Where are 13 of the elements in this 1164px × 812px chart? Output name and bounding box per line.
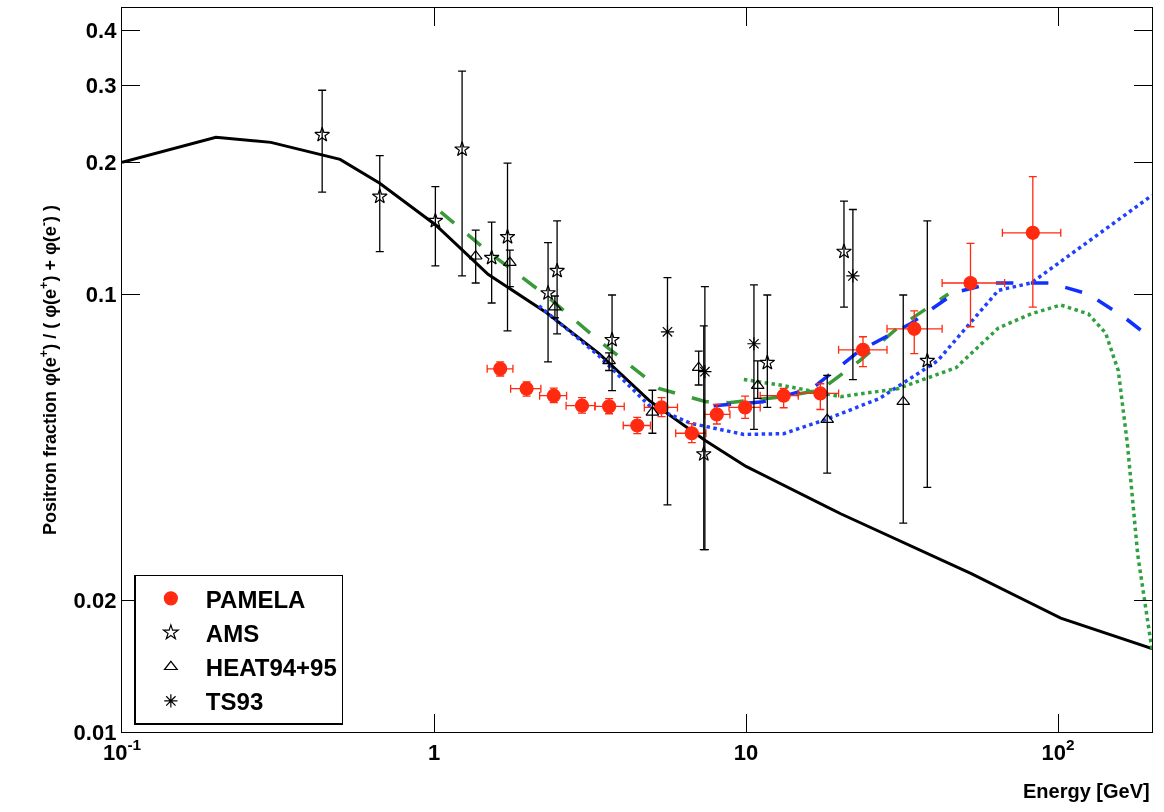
legend-label: TS93 <box>205 688 264 716</box>
y-tick-label: 0.2 <box>85 149 117 175</box>
y-tick-label: 0.1 <box>85 281 117 307</box>
legend-label: AMS <box>205 619 260 647</box>
legend-label: HEAT94+95 <box>205 654 337 682</box>
x-tick-label: 10$^{2}$ <box>1041 736 1075 765</box>
x-tick-label: 1 <box>427 739 441 765</box>
y-tick-label: 0.4 <box>85 18 118 44</box>
legend-label: PAMELA <box>205 585 306 613</box>
y-tick-label: 0.02 <box>73 587 117 613</box>
x-tick-label: 10 <box>733 739 759 765</box>
x-axis-title: Energy [GeV] <box>1023 780 1150 802</box>
y-tick-label: 0.3 <box>85 72 117 98</box>
